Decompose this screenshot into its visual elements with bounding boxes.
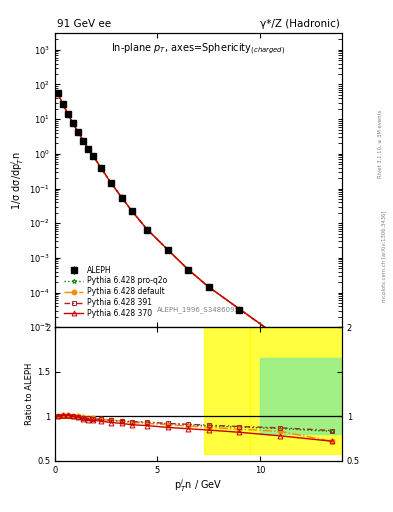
Pythia 6.428 391 <box>206 284 211 290</box>
Line: Pythia 6.428 pro-q2o: Pythia 6.428 pro-q2o <box>55 91 334 398</box>
Pythia 6.428 391 <box>61 100 65 106</box>
Pythia 6.428 370 <box>91 153 96 159</box>
Pythia 6.428 370 <box>86 145 91 152</box>
Pythia 6.428 pro-q2o <box>119 194 124 200</box>
Pythia 6.428 370 <box>71 120 75 126</box>
Pythia 6.428 pro-q2o <box>145 226 150 232</box>
Pythia 6.428 391 <box>66 111 70 117</box>
Pythia 6.428 370 <box>329 392 334 398</box>
Pythia 6.428 default <box>278 335 283 342</box>
Pythia 6.428 pro-q2o <box>278 335 283 342</box>
Pythia 6.428 pro-q2o <box>165 247 170 253</box>
Pythia 6.428 pro-q2o <box>109 180 114 186</box>
Y-axis label: 1/σ dσ/dp$^i_T$n: 1/σ dσ/dp$^i_T$n <box>9 151 26 209</box>
Pythia 6.428 391 <box>81 138 86 144</box>
Pythia 6.428 391 <box>86 145 91 152</box>
Pythia 6.428 370 <box>66 111 70 117</box>
Pythia 6.428 370 <box>237 306 242 312</box>
Pythia 6.428 default <box>237 306 242 312</box>
Pythia 6.428 default <box>145 226 150 232</box>
Pythia 6.428 391 <box>91 153 96 159</box>
Pythia 6.428 370 <box>55 90 60 96</box>
Pythia 6.428 pro-q2o <box>206 284 211 290</box>
Pythia 6.428 default <box>329 393 334 399</box>
Pythia 6.428 391 <box>278 335 283 342</box>
Pythia 6.428 370 <box>165 247 170 253</box>
Pythia 6.428 370 <box>76 129 81 135</box>
Pythia 6.428 391 <box>329 394 334 400</box>
Pythia 6.428 pro-q2o <box>237 306 242 312</box>
Pythia 6.428 pro-q2o <box>329 393 334 399</box>
Pythia 6.428 pro-q2o <box>99 165 103 172</box>
Text: mcplots.cern.ch [arXiv:1306.3436]: mcplots.cern.ch [arXiv:1306.3436] <box>382 210 387 302</box>
Pythia 6.428 370 <box>186 266 191 272</box>
Pythia 6.428 391 <box>55 91 60 97</box>
Pythia 6.428 391 <box>76 129 81 135</box>
Pythia 6.428 default <box>206 284 211 290</box>
Pythia 6.428 default <box>66 111 70 117</box>
Pythia 6.428 391 <box>99 165 103 172</box>
Pythia 6.428 pro-q2o <box>55 90 60 96</box>
Pythia 6.428 pro-q2o <box>71 120 75 126</box>
Pythia 6.428 pro-q2o <box>76 129 81 135</box>
Pythia 6.428 391 <box>109 180 114 186</box>
Pythia 6.428 391 <box>237 306 242 312</box>
Pythia 6.428 default <box>61 100 65 106</box>
Text: In-plane $p_T$, axes=Sphericity$_{(charged)}$: In-plane $p_T$, axes=Sphericity$_{(charg… <box>111 42 286 57</box>
Text: 91 GeV ee: 91 GeV ee <box>57 19 111 29</box>
Pythia 6.428 default <box>55 90 60 96</box>
Line: Pythia 6.428 391: Pythia 6.428 391 <box>55 91 334 399</box>
Pythia 6.428 pro-q2o <box>86 145 91 152</box>
Pythia 6.428 pro-q2o <box>186 266 191 272</box>
Pythia 6.428 391 <box>145 226 150 232</box>
Pythia 6.428 default <box>130 208 134 214</box>
Pythia 6.428 default <box>81 138 86 144</box>
Text: γ*/Z (Hadronic): γ*/Z (Hadronic) <box>260 19 340 29</box>
Pythia 6.428 391 <box>186 267 191 273</box>
Line: Pythia 6.428 default: Pythia 6.428 default <box>55 91 334 398</box>
Pythia 6.428 pro-q2o <box>66 111 70 117</box>
Pythia 6.428 default <box>109 180 114 186</box>
Pythia 6.428 370 <box>278 335 283 342</box>
Pythia 6.428 370 <box>206 284 211 290</box>
Pythia 6.428 370 <box>81 137 86 143</box>
Pythia 6.428 pro-q2o <box>81 138 86 144</box>
Pythia 6.428 default <box>91 153 96 159</box>
Pythia 6.428 391 <box>71 120 75 126</box>
Pythia 6.428 391 <box>130 208 134 214</box>
X-axis label: p$^i_T$n / GeV: p$^i_T$n / GeV <box>174 477 223 494</box>
Text: Rivet 3.1.10, ≥ 3M events: Rivet 3.1.10, ≥ 3M events <box>378 109 383 178</box>
Pythia 6.428 391 <box>165 247 170 253</box>
Pythia 6.428 370 <box>61 100 65 106</box>
Pythia 6.428 default <box>86 145 91 152</box>
Pythia 6.428 370 <box>130 208 134 214</box>
Pythia 6.428 pro-q2o <box>130 208 134 214</box>
Pythia 6.428 370 <box>99 165 103 172</box>
Legend: ALEPH, Pythia 6.428 pro-q2o, Pythia 6.428 default, Pythia 6.428 391, Pythia 6.42: ALEPH, Pythia 6.428 pro-q2o, Pythia 6.42… <box>62 263 169 321</box>
Pythia 6.428 default <box>76 129 81 135</box>
Pythia 6.428 default <box>165 247 170 253</box>
Pythia 6.428 370 <box>119 194 124 200</box>
Line: Pythia 6.428 370: Pythia 6.428 370 <box>55 91 334 397</box>
Pythia 6.428 default <box>71 120 75 126</box>
Pythia 6.428 default <box>186 267 191 273</box>
Pythia 6.428 pro-q2o <box>91 153 96 159</box>
Pythia 6.428 default <box>119 194 124 200</box>
Pythia 6.428 pro-q2o <box>61 100 65 106</box>
Text: ALEPH_1996_S3486095: ALEPH_1996_S3486095 <box>157 306 240 312</box>
Pythia 6.428 391 <box>119 195 124 201</box>
Pythia 6.428 default <box>99 165 103 172</box>
Y-axis label: Ratio to ALEPH: Ratio to ALEPH <box>25 363 34 425</box>
Pythia 6.428 370 <box>145 226 150 232</box>
Pythia 6.428 370 <box>109 180 114 186</box>
